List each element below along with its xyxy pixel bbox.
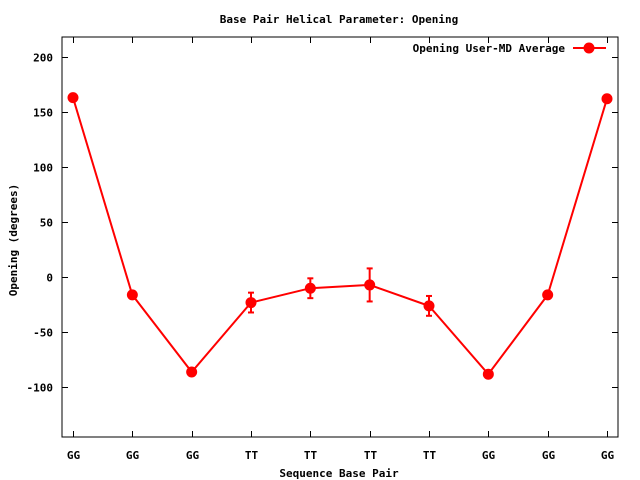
x-tick-label: TT [423,449,437,462]
x-tick-label: GG [542,449,556,462]
plot-frame [61,36,619,438]
x-tick-label: TT [245,449,259,462]
data-point [601,93,613,105]
data-point [186,366,198,378]
chart-title: Base Pair Helical Parameter: Opening [220,13,458,26]
y-tick-label: 200 [33,52,53,65]
y-tick-label: 100 [33,162,53,175]
series-line [72,97,608,376]
data-point [126,289,138,301]
data-point [245,297,257,309]
y-tick-label: -50 [33,327,53,340]
y-tick-label: 0 [46,272,53,285]
data-point [304,282,316,294]
legend-label: Opening User-MD Average [413,42,566,55]
y-tick-label: 50 [40,217,53,230]
x-tick-label: TT [364,449,378,462]
x-axis-label: Sequence Base Pair [279,467,399,480]
axis-ticks: 200 150 100 50 0 -50 -100 GG GG GG TT TT TT TT GG GG GG [27,37,618,462]
data-point [542,289,554,301]
data-point [364,279,376,291]
data-point [482,368,494,380]
legend: Opening User-MD Average [413,42,606,55]
axes [61,36,619,438]
x-tick-label: GG [601,449,615,462]
x-tick-label: GG [67,449,81,462]
x-tick-label: GG [482,449,496,462]
x-tick-label: TT [304,449,318,462]
y-axis-label: Opening (degrees) [7,184,20,297]
data-point [423,300,435,312]
data-point [67,92,79,104]
x-tick-label: GG [186,449,200,462]
y-tick-label: -100 [27,382,54,395]
x-tick-label: GG [126,449,140,462]
legend-marker [583,42,595,54]
y-tick-label: 150 [33,107,53,120]
series-layer [67,92,613,380]
